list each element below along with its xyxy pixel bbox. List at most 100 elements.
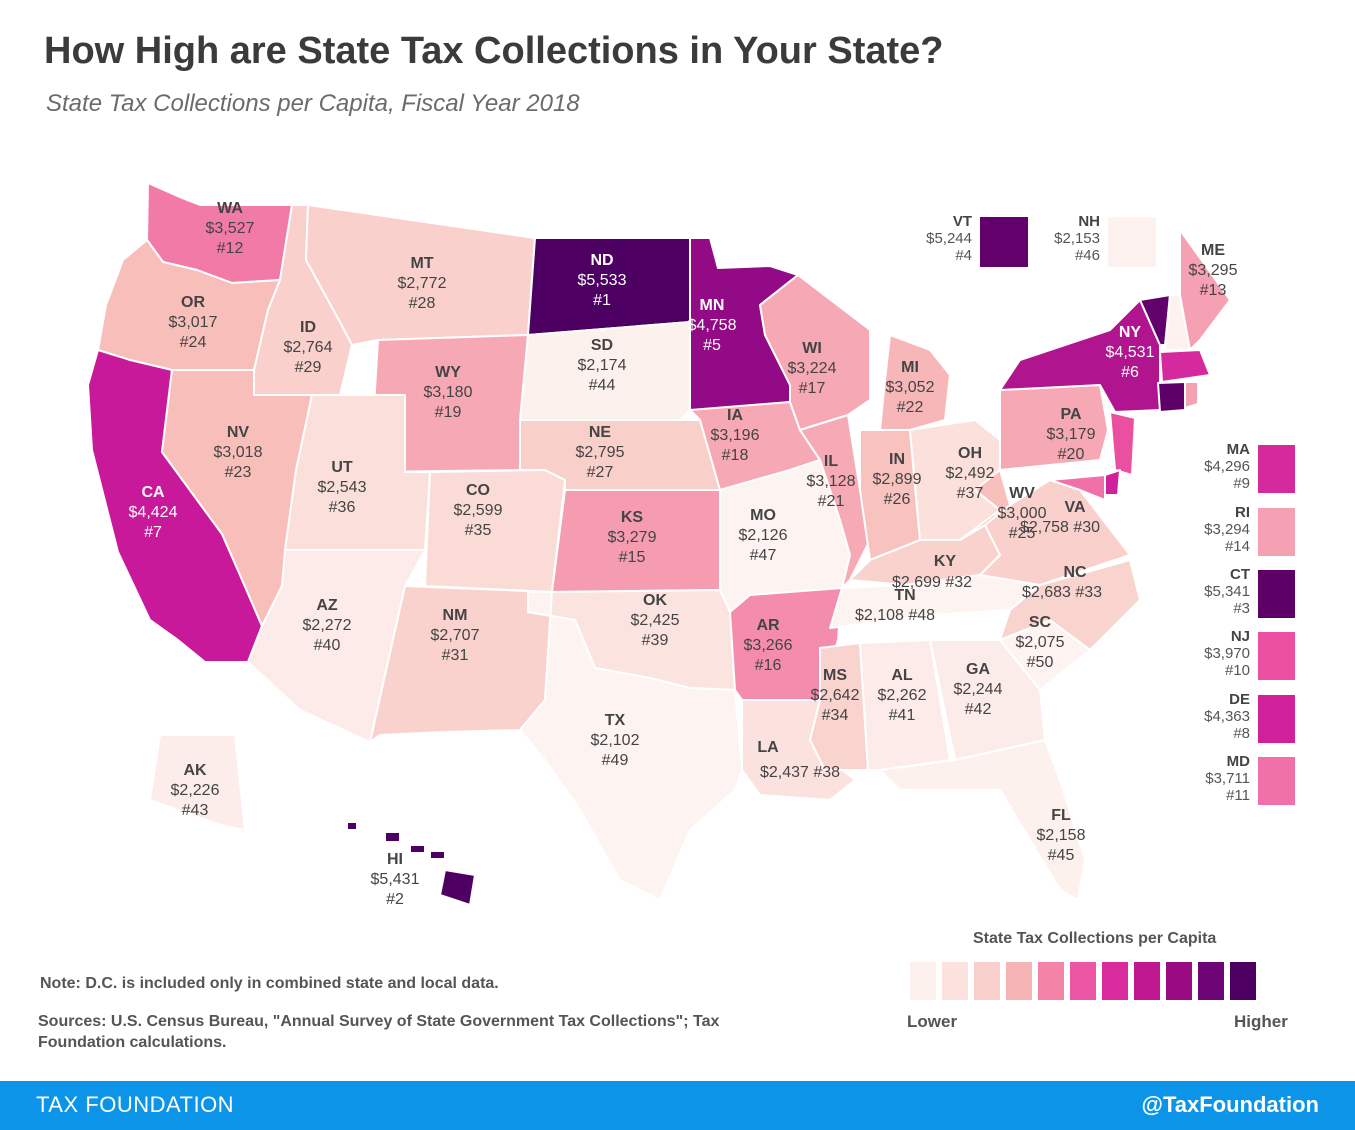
state-value: $3,052 — [886, 379, 935, 396]
state-abbr: NJ — [1230, 628, 1250, 645]
state-label-wi: WI $3,224 #17 — [788, 340, 837, 397]
state-rank: #34 — [822, 707, 849, 724]
state-abbr: ID — [300, 319, 316, 336]
side-label-nj: NJ $3,970 #10 — [1180, 628, 1250, 679]
state-rank: #29 — [295, 359, 322, 376]
state-nj — [1109, 411, 1136, 476]
state-value: $3,711 — [1205, 770, 1250, 787]
side-label-md: MD $3,711 #11 — [1180, 753, 1250, 804]
state-abbr: SD — [591, 337, 613, 354]
state-label-ny: NY $4,531 #6 — [1106, 324, 1155, 381]
state-value: $3,196 — [711, 427, 760, 444]
state-abbr: UT — [331, 459, 353, 476]
side-box-ma — [1258, 445, 1295, 493]
state-value-rank: $2,683 #33 — [1022, 584, 1102, 601]
side-label-ri: RI $3,294 #14 — [1180, 504, 1250, 555]
state-abbr: TN — [894, 587, 915, 604]
side-box-ct — [1258, 570, 1295, 618]
state-label-mo: MO $2,126 #47 — [739, 507, 788, 564]
state-rank: #11 — [1226, 787, 1250, 804]
state-ma — [1159, 349, 1211, 383]
state-rank: #15 — [619, 549, 646, 566]
state-label-id: ID $2,764 #29 — [284, 319, 333, 376]
state-tx — [519, 591, 743, 901]
legend-swatch-10 — [1198, 962, 1224, 1000]
state-rank: #31 — [442, 647, 469, 664]
state-value: $3,279 — [608, 529, 657, 546]
state-label-hi: HI $5,431 #2 — [371, 851, 420, 908]
state-abbr: WV — [1009, 485, 1035, 502]
state-value-rank: $2,758 #30 — [1020, 519, 1100, 536]
state-abbr: FL — [1051, 807, 1071, 824]
state-label-oh: OH $2,492 #37 — [946, 445, 995, 502]
state-value: $3,179 — [1047, 426, 1096, 443]
state-value: $2,226 — [171, 782, 220, 799]
state-il — [799, 414, 871, 589]
state-rank: #7 — [144, 524, 162, 541]
state-label-ok: OK $2,425 #39 — [631, 592, 680, 649]
state-rank: #14 — [1224, 538, 1250, 555]
state-abbr: GA — [966, 661, 990, 678]
state-abbr: CA — [141, 484, 165, 501]
state-label-fl: FL $2,158 #45 — [1037, 807, 1086, 864]
state-me — [1179, 229, 1231, 351]
state-abbr: SC — [1029, 614, 1052, 631]
state-label-wv: WV $3,000 #25 — [998, 485, 1047, 542]
state-label-mn: MN $4,758 #5 — [688, 297, 737, 354]
state-rank: #21 — [818, 493, 845, 510]
us-map: WA $3,527 #12 OR $3,017 #24 CA $4,424 #7 ID $2,764… — [87, 182, 1295, 908]
state-abbr: MN — [700, 297, 725, 314]
state-value: $4,363 — [1204, 708, 1250, 725]
state-label-mi: MI $3,052 #22 — [886, 359, 935, 416]
state-abbr: WI — [802, 340, 822, 357]
state-label-nm: NM $2,707 #31 — [431, 607, 480, 664]
state-label-wa: WA $3,527 #12 — [206, 200, 255, 257]
state-label-al: AL $2,262 #41 — [878, 667, 927, 724]
state-label-wy: WY $3,180 #19 — [424, 364, 473, 421]
state-label-nd: ND $5,533 #1 — [578, 252, 627, 309]
legend-swatch-1 — [910, 962, 936, 1000]
state-rank: #42 — [965, 701, 992, 718]
state-ga — [929, 639, 1046, 761]
state-abbr: AK — [183, 762, 207, 779]
state-rank: #35 — [465, 522, 492, 539]
state-value: $2,153 — [1054, 230, 1100, 247]
state-abbr: MS — [823, 667, 847, 684]
legend-swatch-4 — [1006, 962, 1032, 1000]
state-hi — [346, 821, 476, 906]
state-abbr: VA — [1064, 499, 1085, 516]
state-label-va: VA $2,758 #30 — [1020, 499, 1100, 536]
state-rank: #10 — [1224, 662, 1250, 679]
state-rank: #39 — [642, 632, 669, 649]
state-label-ms: MS $2,642 #34 — [811, 667, 860, 724]
legend-swatch-2 — [942, 962, 968, 1000]
state-abbr: CO — [466, 482, 490, 499]
state-rank: #5 — [703, 337, 721, 354]
state-label-la: LA $2,437 #38 — [757, 739, 840, 781]
state-rank: #6 — [1121, 364, 1139, 381]
state-label-ia: IA $3,196 #18 — [711, 407, 760, 464]
footer-handle[interactable]: @TaxFoundation — [1141, 1092, 1319, 1117]
state-value: $3,018 — [214, 444, 263, 461]
state-label-tx: TX $2,102 #49 — [591, 712, 640, 769]
state-label-sd: SD $2,174 #44 — [578, 337, 627, 394]
state-abbr: IL — [824, 453, 838, 470]
state-de — [1104, 469, 1121, 496]
state-wi — [759, 274, 871, 431]
legend-swatch-11 — [1230, 962, 1256, 1000]
state-rank: #41 — [889, 707, 916, 724]
state-value: $2,425 — [631, 612, 680, 629]
state-label-ks: KS $3,279 #15 — [608, 509, 657, 566]
state-rank: #44 — [589, 377, 616, 394]
state-value: $2,492 — [946, 465, 995, 482]
state-rank: #49 — [602, 752, 629, 769]
state-abbr: AZ — [316, 597, 338, 614]
state-rank: #37 — [957, 485, 984, 502]
state-rank: #13 — [1200, 282, 1227, 299]
state-md — [1049, 474, 1106, 501]
state-label-mt: MT $2,772 #28 — [398, 255, 447, 312]
state-rank: #40 — [314, 637, 341, 654]
sources: Sources: U.S. Census Bureau, "Annual Sur… — [38, 1013, 720, 1051]
state-rank: #8 — [1233, 725, 1250, 742]
state-value: $3,224 — [788, 360, 837, 377]
